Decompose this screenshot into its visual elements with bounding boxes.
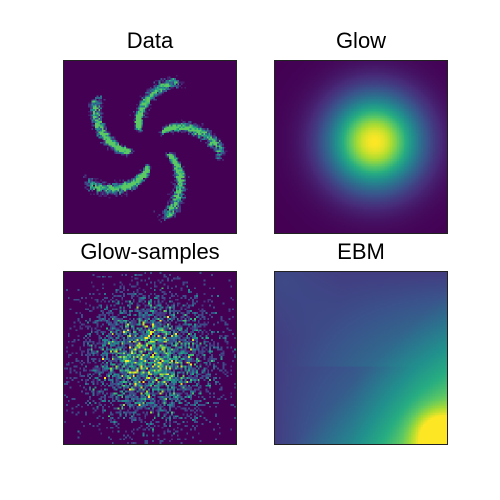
ebm-heatmap (274, 271, 448, 445)
panel-glow: Glow (274, 29, 448, 234)
panel-ebm: EBM (274, 240, 448, 445)
panel-title-ebm: EBM (337, 239, 385, 264)
glow-samples-heatmap (63, 271, 237, 445)
ebm-heatmap-canvas (275, 272, 447, 444)
data-heatmap (63, 60, 237, 234)
glow-samples-heatmap-canvas (64, 272, 236, 444)
panel-title-data: Data (126, 28, 174, 53)
panel-title-glow-samples: Glow-samples (80, 239, 220, 264)
panel-data: Data (63, 29, 237, 234)
panel-title-glow: Glow (335, 28, 387, 53)
panel-glow-samples: Glow-samples (63, 240, 237, 445)
glow-heatmap-canvas (275, 61, 447, 233)
data-heatmap-canvas (64, 61, 236, 233)
glow-heatmap (274, 60, 448, 234)
